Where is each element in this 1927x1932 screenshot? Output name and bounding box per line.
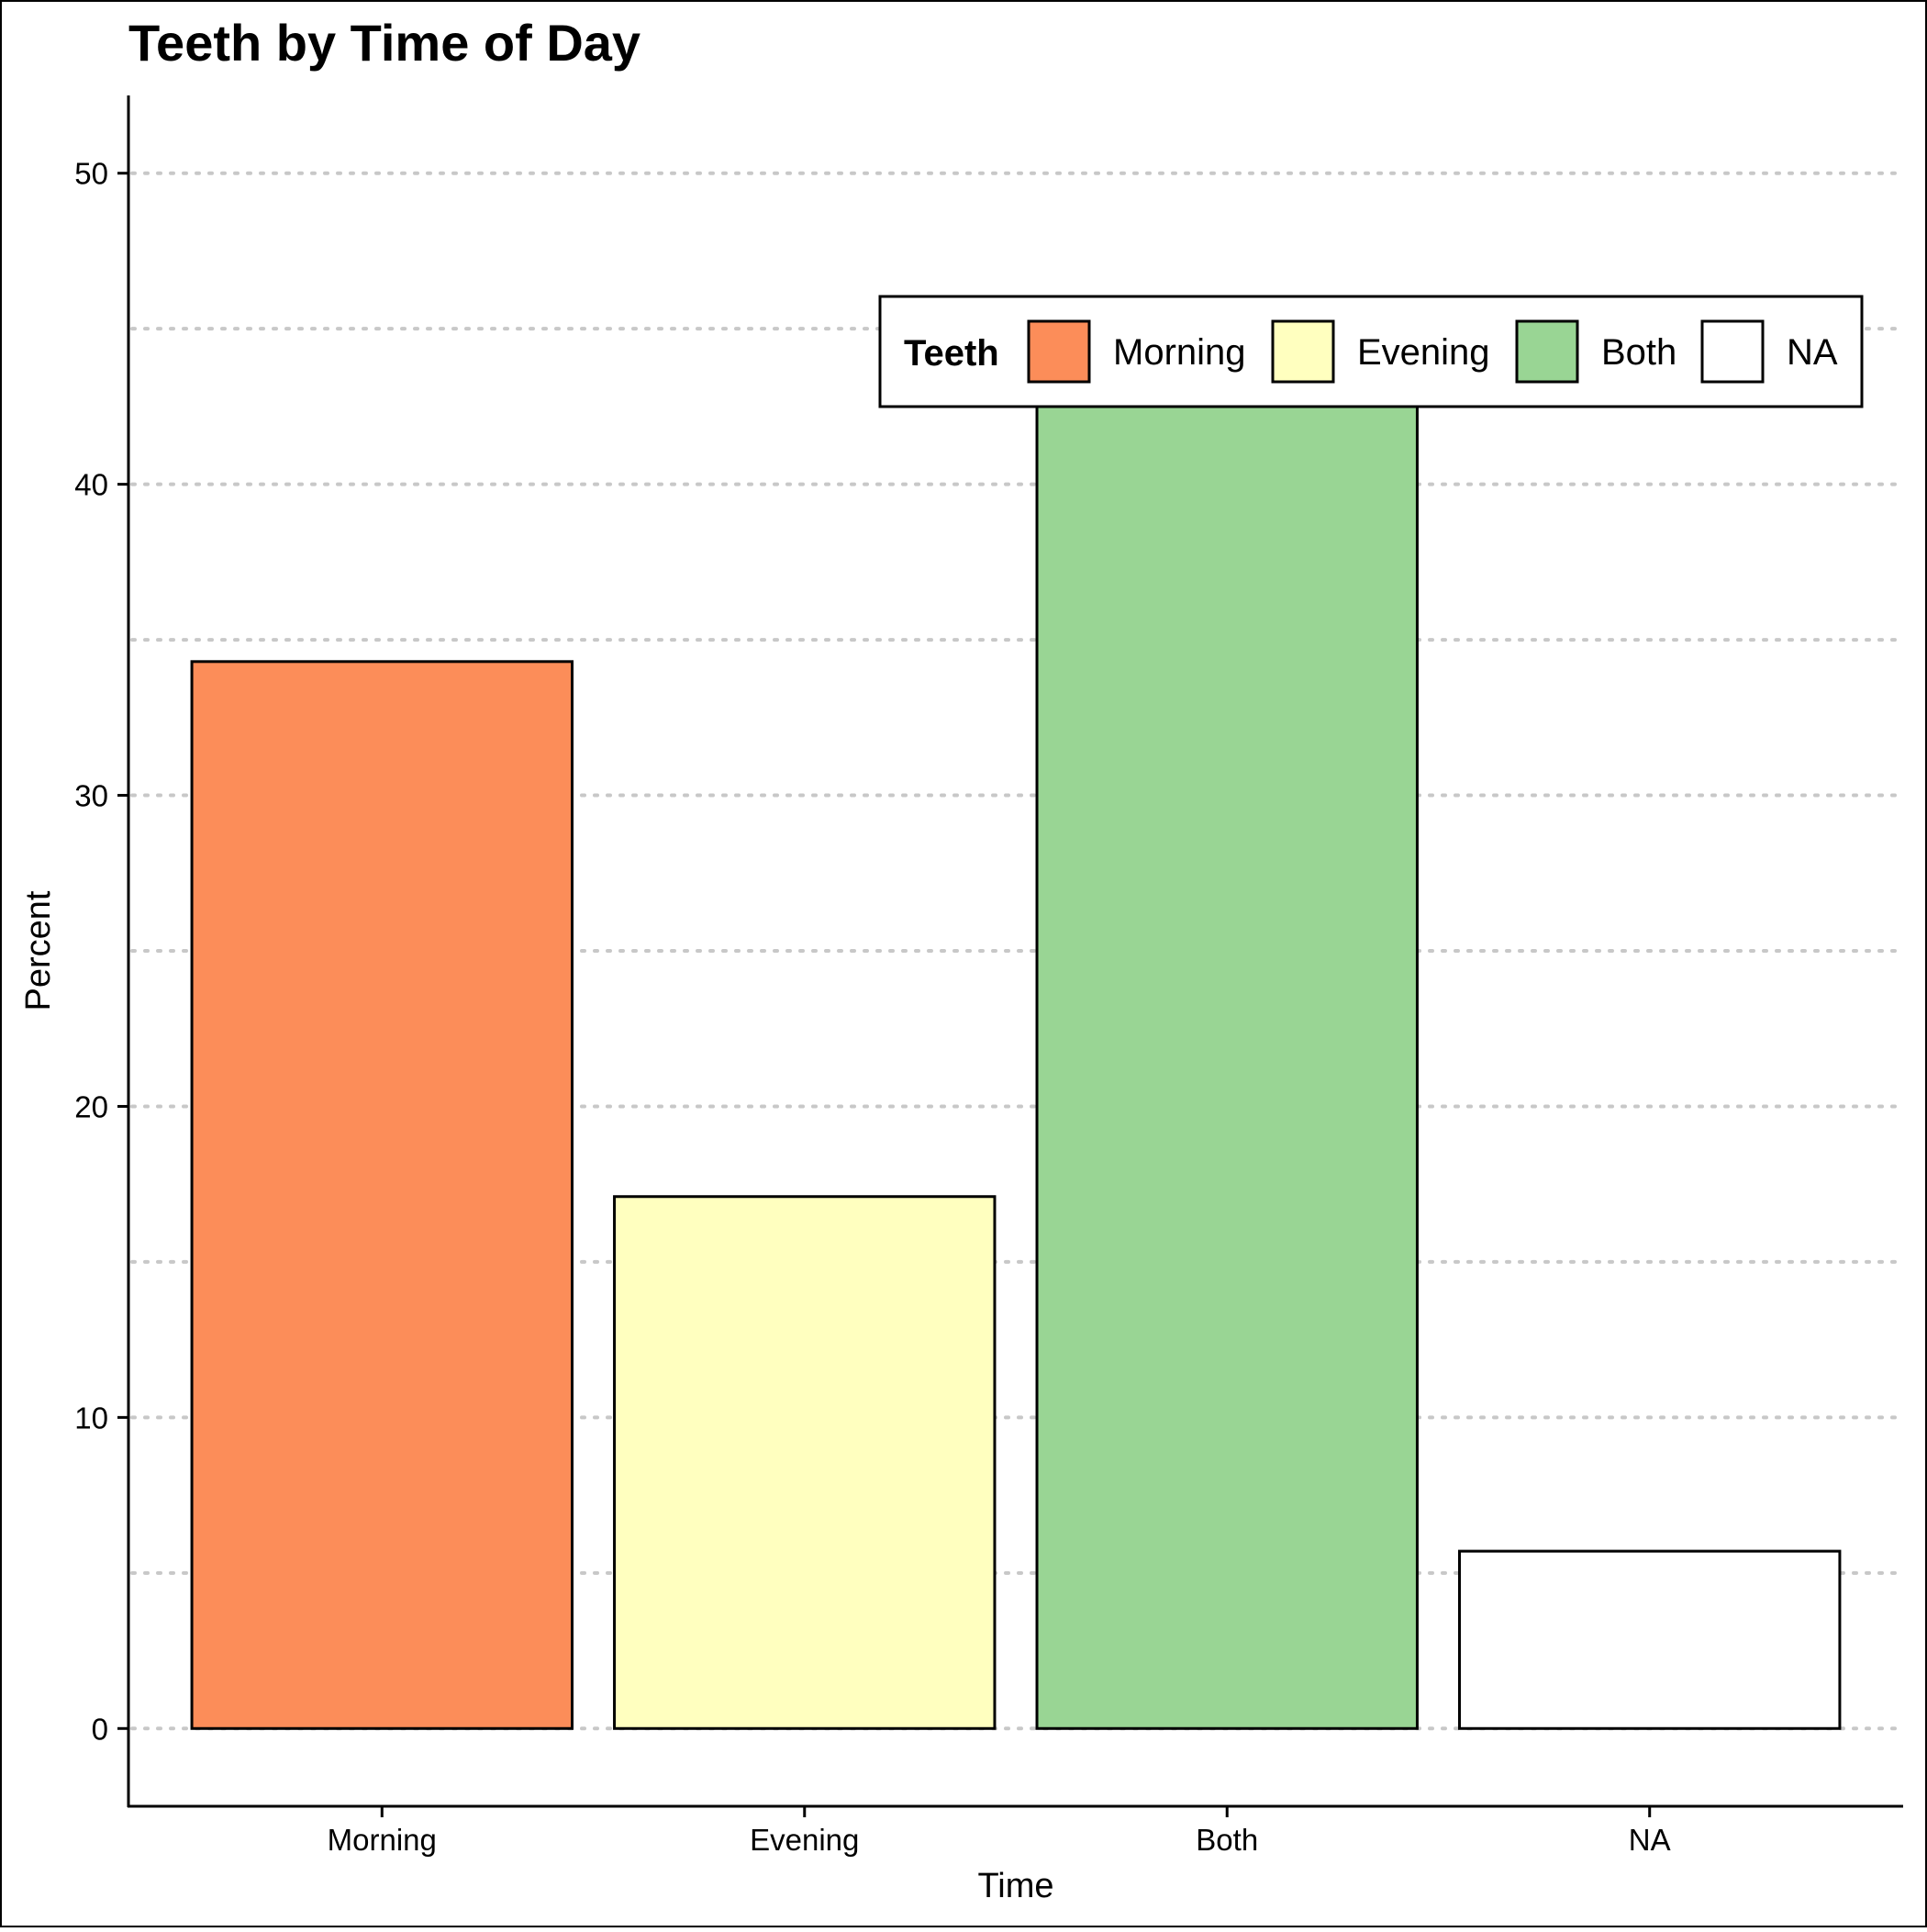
x-axis-label: Time: [977, 1867, 1053, 1905]
chart-title: Teeth by Time of Day: [128, 14, 640, 72]
y-tick-label: 0: [92, 1712, 108, 1746]
y-axis-label: Percent: [19, 890, 58, 1011]
x-ticks: Morning Evening Both NA: [328, 1806, 1671, 1857]
bar-evening: [613, 1195, 997, 1730]
axis-layer: [127, 95, 1903, 1808]
legend-title: Teeth: [904, 333, 999, 374]
x-tick-label: Both: [1196, 1823, 1258, 1857]
bar-both: [1035, 327, 1419, 1730]
legend-key-evening: [1271, 319, 1335, 384]
y-tick-label: 50: [74, 157, 108, 191]
bar-na: [1458, 1549, 1842, 1730]
x-tick-label: Morning: [328, 1823, 437, 1857]
legend-label-both: Both: [1601, 332, 1676, 373]
legend-key-both: [1515, 319, 1579, 384]
legend-label-evening: Evening: [1357, 332, 1490, 373]
legend-key-na: [1700, 319, 1765, 384]
bar-morning: [190, 660, 574, 1730]
y-tick-label: 20: [74, 1089, 108, 1123]
y-tick-label: 40: [74, 468, 108, 502]
y-tick-label: 30: [74, 779, 108, 813]
y-tick-label: 10: [74, 1401, 108, 1435]
x-tick-label: Evening: [750, 1823, 859, 1857]
x-tick-label: NA: [1629, 1823, 1671, 1857]
legend: Teeth Morning Evening Both NA: [878, 295, 1864, 408]
legend-label-na: NA: [1787, 332, 1838, 373]
legend-items: Morning Evening Both NA: [1027, 319, 1838, 384]
bar-layer: [190, 327, 1842, 1730]
y-ticks: 0 10 20 30 40 50: [74, 157, 128, 1746]
legend-label-morning: Morning: [1113, 332, 1246, 373]
legend-key-morning: [1027, 319, 1091, 384]
